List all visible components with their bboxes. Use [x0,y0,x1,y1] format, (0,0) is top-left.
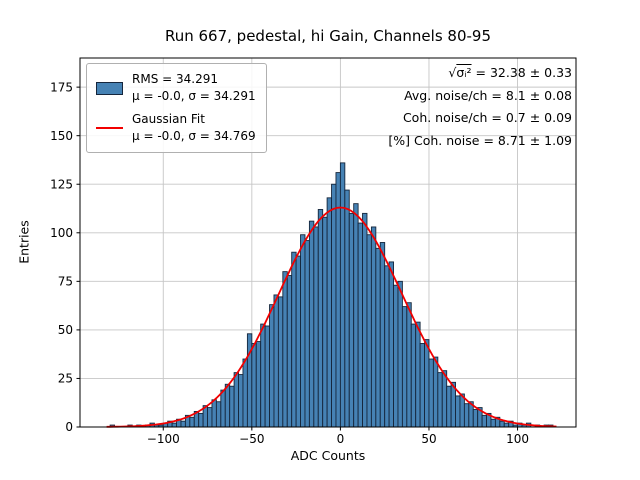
svg-text:150: 150 [50,129,73,143]
svg-text:125: 125 [50,177,73,191]
pct-coh-noise-line: [%] Coh. noise = 8.71 ± 1.09 [388,132,572,148]
legend-box: RMS = 34.291 μ = -0.0, σ = 34.291 Gaussi… [86,63,267,153]
histogram-legend-swatch [96,81,123,95]
svg-text:0: 0 [337,432,345,446]
svg-text:−50: −50 [239,432,264,446]
histogram-legend-line1: RMS = 34.291 [132,72,218,86]
axes-frame [79,57,577,428]
radical-sign: √ [448,65,457,80]
svg-text:0: 0 [65,420,73,434]
stats-annotations: √σᵢ² = 32.38 ± 0.33 Avg. noise/ch = 8.1 … [388,62,572,152]
histogram-legend-text: RMS = 34.291 μ = -0.0, σ = 34.291 [132,71,256,105]
sigma-expression: σᵢ² [456,65,472,80]
fit-legend-line2: μ = -0.0, σ = 34.769 [132,129,256,143]
fit-line-holder [96,127,123,129]
avg-noise-line: Avg. noise/ch = 8.1 ± 0.08 [404,87,572,103]
legend-entry-histogram: RMS = 34.291 μ = -0.0, σ = 34.291 [96,71,256,105]
svg-text:−100: −100 [147,432,180,446]
histogram-bars [109,162,554,428]
coh-noise-line: Coh. noise/ch = 0.7 ± 0.09 [402,110,572,125]
sqrt-sigma-line: √σᵢ² = 32.38 ± 0.33 [388,62,572,85]
svg-text:100: 100 [50,226,73,240]
fit-legend-text: Gaussian Fit μ = -0.0, σ = 34.769 [132,111,256,145]
y-axis-ticks: 0 25 50 75 100 125 150 175 [50,80,80,434]
gaussian-fit-curve [106,206,557,428]
svg-text:100: 100 [506,432,529,446]
x-axis-ticks: −100 −50 0 50 100 [147,427,529,446]
chart-title: Run 667, pedestal, hi Gain, Channels 80-… [164,27,491,45]
svg-text:75: 75 [58,275,73,289]
svg-text:50: 50 [58,323,73,337]
svg-text:25: 25 [58,372,73,386]
histogram-legend-line2: μ = -0.0, σ = 34.291 [132,89,256,103]
fit-legend-line [96,127,123,129]
svg-text:175: 175 [50,80,73,94]
svg-text:50: 50 [421,432,436,446]
sqrt-sigma-value: = 32.38 ± 0.33 [471,65,573,80]
y-axis-label: Entries [16,220,32,264]
histogram-swatch-holder [96,81,123,95]
legend-entry-fit: Gaussian Fit μ = -0.0, σ = 34.769 [96,111,256,145]
x-axis-label: ADC Counts [290,448,366,463]
fit-legend-line1: Gaussian Fit [132,112,205,126]
